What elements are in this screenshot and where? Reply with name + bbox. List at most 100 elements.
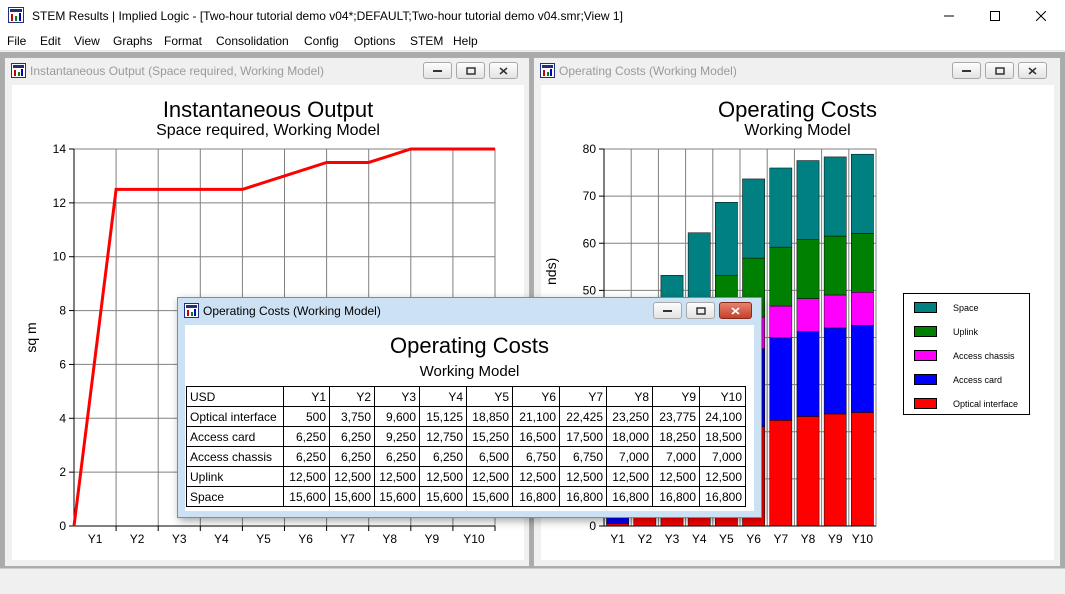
row-header[interactable]: Uplink [186, 466, 284, 487]
table-cell[interactable]: 6,250 [329, 426, 375, 447]
table-cell[interactable]: 6,250 [329, 446, 375, 467]
child-close-button[interactable] [719, 302, 752, 319]
table-row: Uplink 12,500 12,500 12,500 12,500 12,500 12,5… [186, 466, 746, 487]
table-cell[interactable]: 24,100 [699, 406, 746, 427]
stem-app-icon[interactable] [8, 7, 24, 23]
table-cell[interactable]: 9,250 [374, 426, 420, 447]
table-cell[interactable]: 9,600 [374, 406, 420, 427]
table-cell[interactable]: 15,600 [374, 486, 420, 507]
table-cell[interactable]: 18,500 [699, 426, 746, 447]
child-restore-button[interactable] [985, 62, 1014, 79]
table-cell[interactable]: 6,750 [559, 446, 607, 467]
table-cell[interactable]: 15,600 [419, 486, 467, 507]
table-cell[interactable]: 12,500 [699, 466, 746, 487]
maximize-button[interactable] [972, 0, 1018, 31]
menu-options[interactable]: Options [354, 34, 396, 48]
table-cell[interactable]: 12,500 [652, 466, 700, 487]
close-button[interactable] [1018, 0, 1064, 31]
y-tick-label: 0 [589, 519, 596, 533]
menu-help[interactable]: Help [453, 34, 478, 48]
child-restore-button[interactable] [686, 302, 715, 319]
column-header[interactable]: Y10 [699, 386, 746, 407]
table-cell[interactable]: 18,000 [606, 426, 653, 447]
child-close-button[interactable] [1018, 62, 1047, 79]
row-header[interactable]: Access chassis [186, 446, 284, 467]
table-cell[interactable]: 12,500 [559, 466, 607, 487]
table-cell[interactable]: 15,600 [466, 486, 513, 507]
menu-file[interactable]: File [7, 34, 27, 48]
column-header[interactable]: Y7 [559, 386, 607, 407]
table-cell[interactable]: 15,125 [419, 406, 467, 427]
table-cell[interactable]: 12,500 [512, 466, 560, 487]
column-header[interactable]: Y6 [512, 386, 560, 407]
table-cell[interactable]: 23,775 [652, 406, 700, 427]
table-cell[interactable]: 7,000 [606, 446, 653, 467]
table-cell[interactable]: 21,100 [512, 406, 560, 427]
table-cell[interactable]: 12,500 [466, 466, 513, 487]
child-restore-button[interactable] [456, 62, 485, 79]
child-minimize-button[interactable] [653, 302, 682, 319]
child-caption[interactable]: Operating Costs (Working Model) [534, 58, 1060, 84]
child-minimize-button[interactable] [952, 62, 981, 79]
table-cell[interactable]: 6,500 [466, 446, 513, 467]
table-cell[interactable]: 12,500 [419, 466, 467, 487]
table-cell[interactable]: 12,500 [329, 466, 375, 487]
table-cell[interactable]: 18,250 [652, 426, 700, 447]
table-cell[interactable]: 6,250 [283, 446, 330, 467]
status-bar [0, 568, 1065, 594]
table-cell[interactable]: 7,000 [652, 446, 700, 467]
table-cell[interactable]: 16,800 [652, 486, 700, 507]
table-cell[interactable]: 23,250 [606, 406, 653, 427]
child-minimize-button[interactable] [423, 62, 452, 79]
minimize-button[interactable] [926, 0, 972, 31]
table-cell[interactable]: 22,425 [559, 406, 607, 427]
table-cell[interactable]: 12,500 [374, 466, 420, 487]
series-line-space-required [72, 147, 495, 527]
column-header[interactable]: Y9 [652, 386, 700, 407]
table-cell[interactable]: 6,250 [419, 446, 467, 467]
table-cell[interactable]: 6,750 [512, 446, 560, 467]
menu-stem[interactable]: STEM [410, 34, 444, 48]
table-cell[interactable]: 3,750 [329, 406, 375, 427]
y-tick-label: 70 [583, 189, 597, 203]
row-header[interactable]: Optical interface [186, 406, 284, 427]
column-header[interactable]: Y5 [466, 386, 513, 407]
row-header[interactable]: Space [186, 486, 284, 507]
column-header[interactable]: Y3 [374, 386, 420, 407]
table-cell[interactable]: 6,250 [283, 426, 330, 447]
menu-edit[interactable]: Edit [40, 34, 61, 48]
menu-consolidation[interactable]: Consolidation [216, 34, 289, 48]
table-cell[interactable]: 17,500 [559, 426, 607, 447]
table-cell[interactable]: 18,850 [466, 406, 513, 427]
table-cell[interactable]: 12,500 [606, 466, 653, 487]
table-cell[interactable]: 15,600 [329, 486, 375, 507]
table-cell[interactable]: 7,000 [699, 446, 746, 467]
table-cell[interactable]: 500 [283, 406, 330, 427]
menu-config[interactable]: Config [304, 34, 339, 48]
table-cell[interactable]: 16,800 [606, 486, 653, 507]
table-cell[interactable]: 16,800 [559, 486, 607, 507]
column-header[interactable]: Y1 [283, 386, 330, 407]
table-cell[interactable]: 12,750 [419, 426, 467, 447]
menu-format[interactable]: Format [164, 34, 203, 48]
menu-view[interactable]: View [74, 34, 100, 48]
operating-costs-table-window[interactable]: Operating Costs (Working Model) Operatin… [177, 297, 762, 518]
column-header[interactable]: Y2 [329, 386, 375, 407]
row-header[interactable]: Access card [186, 426, 284, 447]
table-cell[interactable]: 16,800 [512, 486, 560, 507]
child-close-button[interactable] [489, 62, 518, 79]
table-cell[interactable]: 16,500 [512, 426, 560, 447]
table-corner-cell[interactable]: USD [186, 386, 284, 407]
child-caption[interactable]: Operating Costs (Working Model) [178, 298, 761, 324]
legend-item-access-card: Access card [914, 374, 1002, 385]
app-title-bar[interactable]: STEM Results | Implied Logic - [Two-hour… [0, 0, 1065, 31]
menu-graphs[interactable]: Graphs [113, 34, 153, 48]
table-cell[interactable]: 12,500 [283, 466, 330, 487]
column-header[interactable]: Y8 [606, 386, 653, 407]
child-caption[interactable]: Instantaneous Output (Space required, Wo… [5, 58, 529, 84]
table-cell[interactable]: 16,800 [699, 486, 746, 507]
column-header[interactable]: Y4 [419, 386, 467, 407]
table-cell[interactable]: 15,600 [283, 486, 330, 507]
table-cell[interactable]: 6,250 [374, 446, 420, 467]
table-cell[interactable]: 15,250 [466, 426, 513, 447]
